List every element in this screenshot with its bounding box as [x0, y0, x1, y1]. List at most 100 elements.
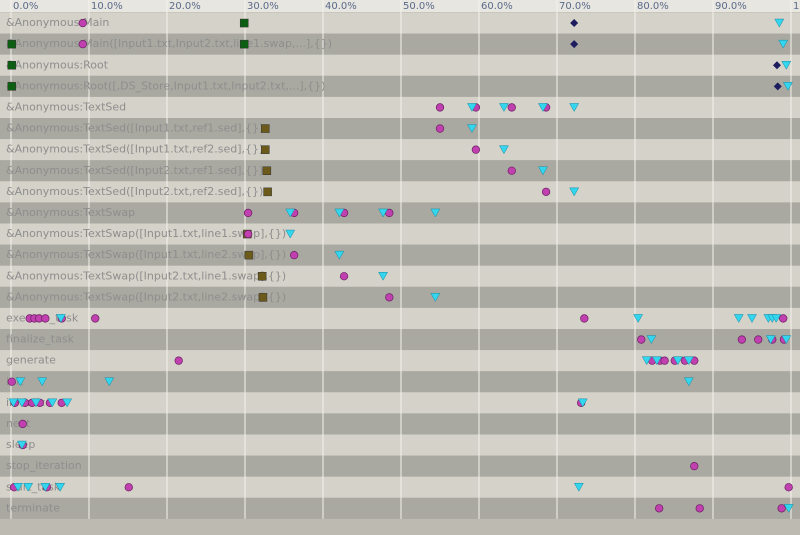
row-band — [0, 392, 800, 414]
circle-marker — [243, 208, 253, 218]
row-band — [0, 329, 800, 351]
circle-marker — [777, 504, 786, 513]
triangle-marker — [577, 398, 588, 408]
square-marker — [258, 293, 268, 302]
row-label: next — [6, 417, 31, 430]
row-band — [0, 33, 800, 55]
circle-marker — [289, 250, 299, 260]
row-band — [0, 75, 800, 97]
row-band — [0, 96, 800, 118]
circle-marker — [78, 40, 87, 49]
triangle-marker — [765, 335, 776, 345]
row-band — [0, 160, 800, 182]
square-marker — [257, 272, 267, 281]
axis-header — [0, 0, 800, 12]
triangle-marker — [15, 377, 26, 387]
square-marker — [261, 145, 270, 154]
row-band — [0, 265, 800, 287]
triangle-marker — [641, 356, 652, 366]
circle-marker — [41, 314, 50, 323]
triangle-marker — [733, 314, 744, 323]
triangle-marker — [774, 18, 785, 28]
circle-marker — [18, 419, 27, 429]
triangle-marker — [569, 187, 580, 197]
triangle-marker — [16, 440, 27, 450]
circle-marker — [541, 187, 551, 197]
triangle-marker — [683, 356, 694, 366]
row-label: &Anonymous:TextSwap([Input2.txt,line2.sw… — [6, 290, 286, 303]
triangle-marker — [55, 483, 66, 492]
square-marker — [244, 250, 254, 260]
x-tick-label: 20.0% — [169, 1, 201, 12]
circle-marker — [471, 145, 481, 154]
square-marker — [239, 18, 249, 28]
circle-marker — [174, 356, 183, 365]
diamond-marker — [570, 40, 579, 49]
row-band — [0, 434, 800, 456]
triangle-marker — [781, 335, 792, 345]
square-marker — [261, 124, 270, 133]
x-tick-label: 40.0% — [325, 1, 357, 12]
triangle-marker — [573, 483, 584, 492]
triangle-marker — [430, 208, 441, 218]
row-label: &Anonymous:TextSed([Input1.txt,ref1.sed]… — [6, 122, 263, 135]
triangle-marker — [23, 483, 34, 492]
triangle-marker — [40, 483, 51, 492]
diamond-marker — [570, 19, 579, 28]
triangle-marker — [771, 314, 782, 323]
row-label: &Anonymous:Root — [6, 58, 109, 71]
circle-marker — [124, 483, 133, 492]
triangle-marker — [499, 145, 509, 155]
circle-marker — [7, 377, 16, 386]
row-label: &Anonymous:Main — [6, 16, 109, 29]
triangle-marker — [285, 208, 296, 218]
row-label: &Anonymous:TextSed — [6, 100, 126, 113]
circle-marker — [655, 504, 664, 513]
x-tick-label: 80.0% — [637, 1, 669, 12]
x-tick-label: 1 — [793, 1, 799, 12]
triangle-marker — [538, 166, 548, 176]
diamond-marker — [773, 82, 782, 91]
square-marker — [7, 61, 17, 70]
row-band — [0, 139, 800, 161]
row-label: &Anonymous:TextSed([Input2.txt,ref1.sed]… — [6, 164, 263, 177]
x-tick-label: 10.0% — [91, 1, 123, 12]
triangle-marker — [47, 398, 58, 408]
x-tick-label: 30.0% — [247, 1, 279, 12]
x-tick-label: 70.0% — [559, 1, 591, 12]
triangle-marker — [569, 103, 580, 112]
row-label: terminate — [6, 501, 60, 514]
triangle-marker — [782, 82, 793, 91]
row-band — [0, 455, 800, 477]
triangle-marker — [646, 335, 657, 345]
triangle-marker — [538, 103, 548, 112]
row-label: &Anonymous:TextSwap — [6, 206, 135, 219]
row-band — [0, 413, 800, 435]
triangle-marker — [672, 356, 683, 366]
triangle-marker — [778, 39, 789, 49]
row-band — [0, 181, 800, 203]
triangle-marker — [16, 398, 27, 408]
row-band — [0, 350, 800, 372]
square-marker — [7, 82, 17, 91]
row-band — [0, 307, 800, 329]
row-label: &Anonymous:TextSwap([Input2.txt,line1.sw… — [6, 269, 286, 282]
circle-marker — [779, 314, 788, 323]
row-label: finalize_task — [6, 333, 75, 346]
circle-marker — [754, 335, 763, 344]
triangle-marker — [104, 377, 115, 387]
triangle-marker — [31, 398, 41, 408]
row-label: generate — [6, 354, 56, 367]
square-marker — [262, 166, 272, 175]
circle-marker — [660, 356, 669, 365]
triangle-marker — [62, 398, 73, 408]
triangle-marker — [55, 314, 66, 323]
circle-marker — [580, 314, 589, 323]
x-tick-label: 60.0% — [481, 1, 513, 12]
x-tick-label: 90.0% — [715, 1, 747, 12]
diamond-marker — [772, 61, 781, 70]
circle-marker — [91, 314, 100, 323]
row-band — [0, 202, 800, 224]
row-band — [0, 118, 800, 140]
row-label: &Anonymous:TextSwap([Input1.txt,line2.sw… — [6, 248, 286, 261]
